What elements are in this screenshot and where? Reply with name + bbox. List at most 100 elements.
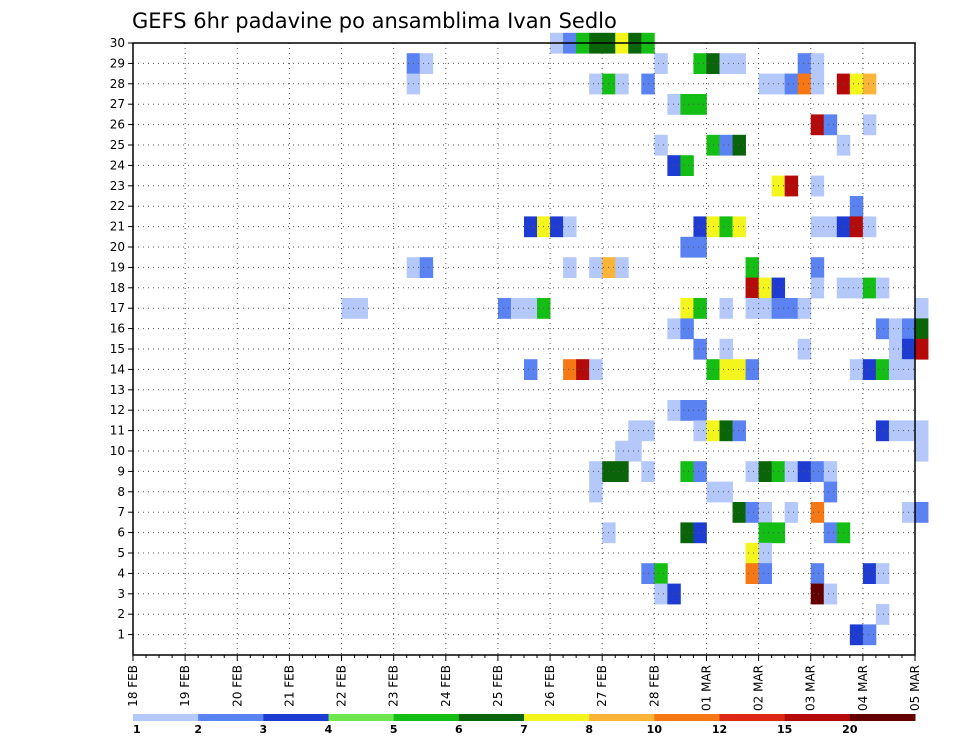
heatmap-cell: [680, 236, 694, 258]
heatmap-cell: [915, 502, 929, 523]
heatmap-cell: [823, 583, 838, 605]
heatmap-cell: [615, 461, 629, 482]
heatmap-cell: [915, 318, 929, 340]
heatmap-cell: [875, 563, 890, 584]
heatmap-cell: [693, 420, 707, 442]
heatmap-cell: [758, 277, 773, 299]
heatmap-cell: [862, 359, 877, 380]
heatmap-cell: [693, 522, 707, 544]
heatmap-cell: [419, 53, 434, 74]
colorbar-label: 10: [647, 723, 663, 736]
heatmap-cell: [810, 257, 825, 278]
heatmap-cell: [745, 502, 759, 523]
heatmap-cell: [745, 277, 759, 299]
y-tick-label: 14: [110, 362, 125, 376]
x-tick-label: 21 FEB: [282, 665, 296, 707]
heatmap-cell: [654, 53, 668, 74]
heatmap-cell: [615, 73, 629, 95]
heatmap-cell: [524, 216, 538, 238]
heatmap-cell: [732, 134, 746, 156]
y-tick-label: 11: [110, 424, 125, 438]
y-tick-label: 13: [110, 383, 125, 397]
heatmap-cell: [875, 318, 890, 340]
y-tick-label: 29: [110, 56, 125, 70]
colorbar-swatch: [393, 714, 460, 721]
colorbar-swatch: [263, 714, 329, 721]
heatmap-cell: [419, 257, 434, 278]
heatmap-cell: [849, 73, 864, 95]
x-tick-label: 23 FEB: [387, 665, 401, 707]
heatmap-cell: [719, 216, 733, 238]
heatmap-cell: [563, 216, 577, 238]
heatmap-cell: [354, 298, 368, 319]
y-tick-label: 16: [110, 322, 125, 336]
heatmap-cell: [758, 73, 773, 95]
colorbar-swatch: [849, 714, 916, 721]
heatmap-cell: [693, 94, 707, 115]
heatmap-cell: [810, 216, 825, 238]
heatmap-cell: [849, 359, 864, 380]
heatmap-cell: [654, 583, 668, 605]
heatmap-cell: [875, 604, 890, 625]
heatmap-cell: [719, 338, 733, 360]
y-tick-label: 21: [110, 220, 125, 234]
heatmap-cell: [758, 461, 773, 482]
y-tick-label: 27: [110, 97, 125, 111]
y-tick-label: 22: [110, 199, 125, 213]
heatmap-cell: [849, 196, 864, 217]
heatmap-cell: [823, 461, 838, 482]
heatmap-cell: [745, 359, 759, 380]
heatmap-cell: [693, 53, 707, 74]
heatmap-cell: [589, 461, 603, 482]
heatmap-cell: [693, 461, 707, 482]
heatmap-cell: [810, 563, 825, 584]
heatmap-cell: [719, 53, 733, 74]
y-tick-label: 20: [110, 240, 125, 254]
heatmap-cell: [862, 624, 877, 646]
heatmap-cell: [680, 298, 694, 319]
heatmap-cell: [589, 73, 603, 95]
y-tick-label: 6: [117, 526, 125, 540]
y-tick-label: 3: [117, 587, 125, 601]
heatmap-cell: [654, 563, 668, 584]
heatmap-cell: [888, 359, 903, 380]
heatmap-cell: [719, 134, 733, 156]
colorbar-label: 5: [390, 723, 398, 736]
y-tick-label: 2: [117, 607, 125, 621]
heatmap-cell: [849, 624, 864, 646]
x-tick-label: 25 FEB: [491, 665, 505, 707]
heatmap-cell: [745, 298, 759, 319]
colorbar-swatch: [589, 714, 655, 721]
heatmap-cell: [732, 53, 746, 74]
heatmap-cell: [797, 73, 812, 95]
colorbar-label: 1: [133, 723, 141, 736]
colorbar-swatch: [719, 714, 786, 721]
x-tick-label: 27 FEB: [595, 665, 609, 707]
y-tick-label: 26: [110, 118, 125, 132]
heatmap-cell: [563, 359, 577, 380]
heatmap-cell: [667, 155, 681, 176]
heatmap-cell: [915, 420, 929, 442]
y-tick-label: 30: [110, 36, 125, 50]
heatmap-cell: [719, 359, 733, 380]
heatmap-cell: [862, 216, 877, 238]
heatmap-cell: [589, 359, 603, 380]
colorbar-swatch: [654, 714, 720, 721]
heatmap-cell: [680, 155, 694, 176]
heatmap-cell: [797, 53, 812, 74]
heatmap-cell: [667, 94, 681, 115]
heatmap-cell: [719, 420, 733, 442]
x-tick-label: 22 FEB: [335, 665, 349, 707]
heatmap-cell: [745, 257, 759, 278]
heatmap-cell: [784, 502, 799, 523]
heatmap-cell: [784, 461, 799, 482]
y-tick-label: 19: [110, 260, 125, 274]
heatmap-cell: [524, 359, 538, 380]
heatmap-cell: [576, 359, 590, 380]
x-tick-label: 02 MAR: [752, 665, 766, 711]
heatmap-cell: [862, 73, 877, 95]
heatmap-cell: [797, 461, 812, 482]
colorbar-swatch: [784, 714, 851, 721]
heatmap-cell: [745, 542, 759, 564]
y-tick-label: 23: [110, 179, 125, 193]
